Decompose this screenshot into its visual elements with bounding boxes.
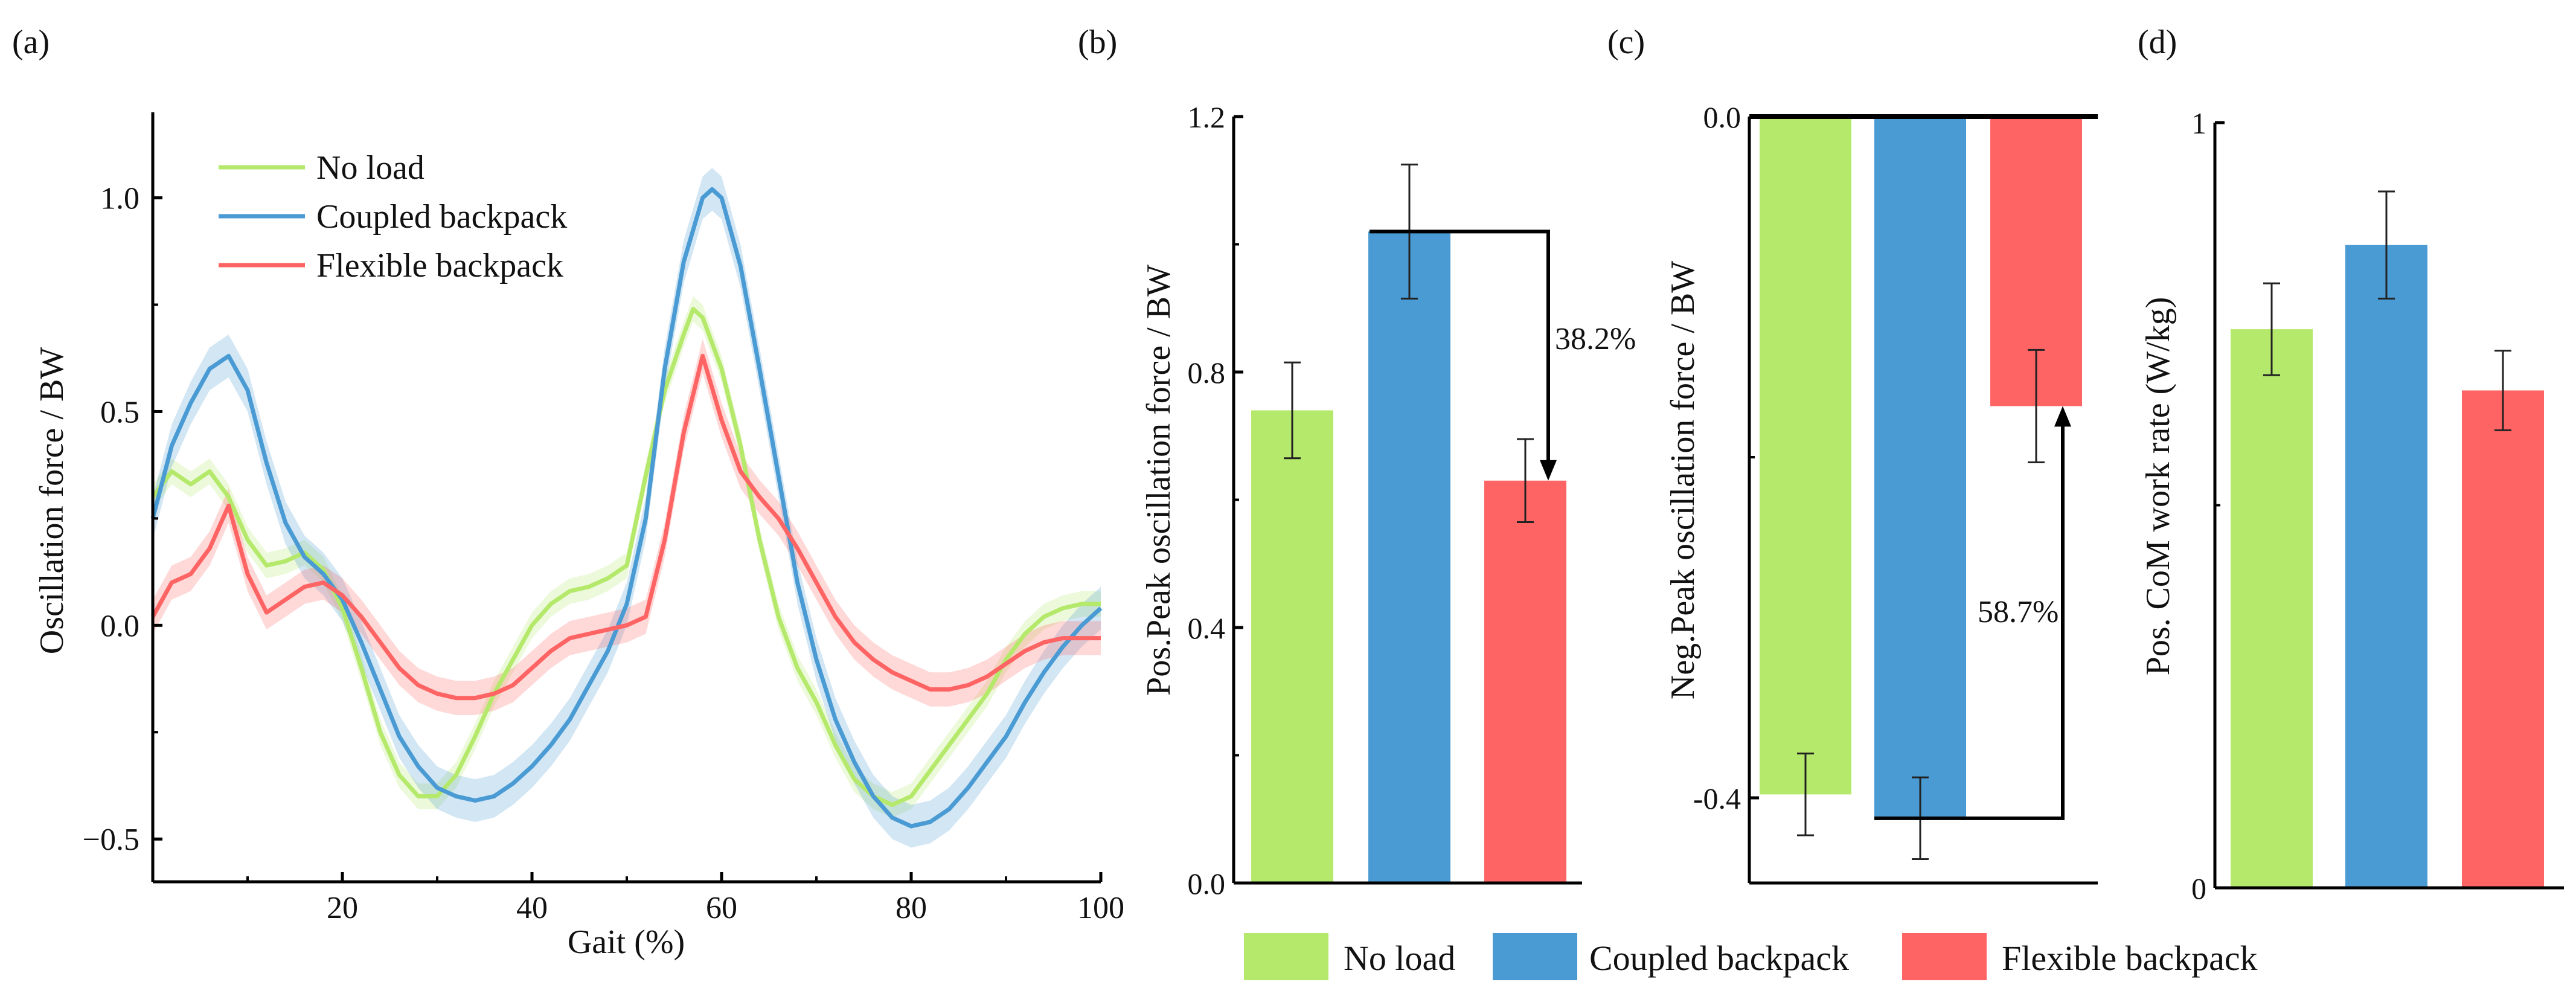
bar-flexible-backpack xyxy=(1484,480,1566,883)
y-tick-label-1: 0.0 xyxy=(100,609,139,643)
panel-d-bars xyxy=(2231,190,2544,888)
shared-legend: No load Coupled backpack Flexible backpa… xyxy=(1244,933,2258,980)
legend-flexible-label: Flexible backpack xyxy=(2002,939,2258,978)
legend-no-load-label: No load xyxy=(1344,939,1455,978)
bar-no-load xyxy=(1251,410,1333,883)
y-tick-label-1: 0.4 xyxy=(1188,611,1226,645)
legend-a-coupled-label: Coupled backpack xyxy=(316,198,567,236)
x-tick-label-60: 60 xyxy=(706,891,737,925)
x-tick-label-20: 20 xyxy=(327,891,358,925)
legend-a-flexible-label: Flexible backpack xyxy=(316,247,563,284)
panel-b-annotation-text: 38.2% xyxy=(1555,322,1636,356)
panel-d-label: (d) xyxy=(2138,24,2177,61)
bar-coupled-backpack xyxy=(1368,231,1450,884)
panel-b-label: (b) xyxy=(1078,24,1117,61)
panel-a-label: (a) xyxy=(12,24,50,61)
bar-flexible-backpack xyxy=(2462,390,2544,888)
y-tick-label-2: 0.5 xyxy=(100,395,139,429)
series-line-coupled-backpack xyxy=(150,187,1103,829)
panel-b-bar-chart: (b) 0.0 0.4 0.8 1.2 38.2% Pos.Peak oscillat… xyxy=(1078,24,1636,901)
y-tick-label-0: 0.0 xyxy=(1188,867,1226,901)
panel-a-confidence-bands xyxy=(153,168,1101,848)
annotation-arrowhead-down xyxy=(1540,460,1557,481)
panel-c-bars xyxy=(1760,117,2082,861)
y-tick-label-0: −0.5 xyxy=(83,823,139,857)
series-line-no-load xyxy=(151,307,1101,808)
panel-d-ylabel: Pos. CoM work rate (W/kg) xyxy=(2139,297,2177,676)
panel-b-ylabel: Pos.Peak oscillation force / BW xyxy=(1140,265,1177,696)
legend-no-load-swatch xyxy=(1244,933,1328,980)
panel-a-series-lines xyxy=(150,187,1103,829)
y-tick-label-1: 1 xyxy=(2191,106,2206,140)
series-band-flexible-backpack xyxy=(153,339,1101,715)
x-tick-label-40: 40 xyxy=(516,891,548,925)
legend-flexible-swatch xyxy=(1902,933,1987,980)
panel-d-bar-chart: (d) 01 Pos. CoM work rate (W/kg) xyxy=(2138,24,2564,905)
panel-c-reduction-annotation xyxy=(1874,406,2071,820)
panel-a-ylabel: Oscillation force / BW xyxy=(33,347,71,655)
x-tick-label-80: 80 xyxy=(896,891,927,925)
series-band-coupled-backpack xyxy=(153,168,1101,848)
panel-c-ylabel: Neg.Peak oscillation force / BW xyxy=(1664,261,1702,699)
panel-c-bar-chart: (c) -0.4 0.0 58.7% Neg.Peak oscillation f… xyxy=(1607,24,2098,885)
x-tick-label-100: 100 xyxy=(1077,891,1124,925)
y-tick-label-3: 1.2 xyxy=(1188,100,1226,134)
panel-b-reduction-annotation xyxy=(1370,230,1557,481)
series-line-flexible-backpack xyxy=(150,353,1101,701)
y-tick-label-3: 1.0 xyxy=(100,182,139,216)
panel-a-line-chart: (a) 20 40 60 80 100 −0.5 0.0 0.5 1.0 Gait (%) Os… xyxy=(12,24,1124,961)
legend-a-no-load-label: No load xyxy=(316,149,425,187)
legend-coupled-label: Coupled backpack xyxy=(1589,939,1849,978)
bar-no-load xyxy=(1760,117,1851,795)
panel-a-axes xyxy=(151,112,1101,884)
bar-coupled-backpack xyxy=(1874,117,1966,818)
panel-c-annotation-text: 58.7% xyxy=(1978,595,2059,629)
y-tick-label-0: 0 xyxy=(2191,872,2206,905)
annotation-arrowhead-up xyxy=(2054,406,2071,427)
panel-a-legend: No load Coupled backpack Flexible backpa… xyxy=(219,149,567,284)
panel-a-ticks: 20 40 60 80 100 −0.5 0.0 0.5 1.0 xyxy=(83,182,1124,925)
panel-c-label: (c) xyxy=(1607,24,1645,61)
panel-d-axes: 01 xyxy=(2191,106,2564,905)
annotation-line xyxy=(1874,422,2065,820)
annotation-line xyxy=(1370,230,1550,465)
panel-c-axes: -0.4 0.0 xyxy=(1693,100,2098,885)
legend-coupled-swatch xyxy=(1493,933,1577,980)
y-tick-label-0: -0.4 xyxy=(1693,782,1741,815)
bar-coupled-backpack xyxy=(2345,245,2427,888)
bar-no-load xyxy=(2231,329,2313,888)
panel-b-bars xyxy=(1251,163,1566,884)
panel-a-xlabel: Gait (%) xyxy=(568,923,685,961)
y-tick-label-2: 0.8 xyxy=(1188,356,1226,390)
panel-b-axes: 0.0 0.4 0.8 1.2 xyxy=(1188,100,1582,901)
y-tick-label-1: 0.0 xyxy=(1703,100,1741,134)
